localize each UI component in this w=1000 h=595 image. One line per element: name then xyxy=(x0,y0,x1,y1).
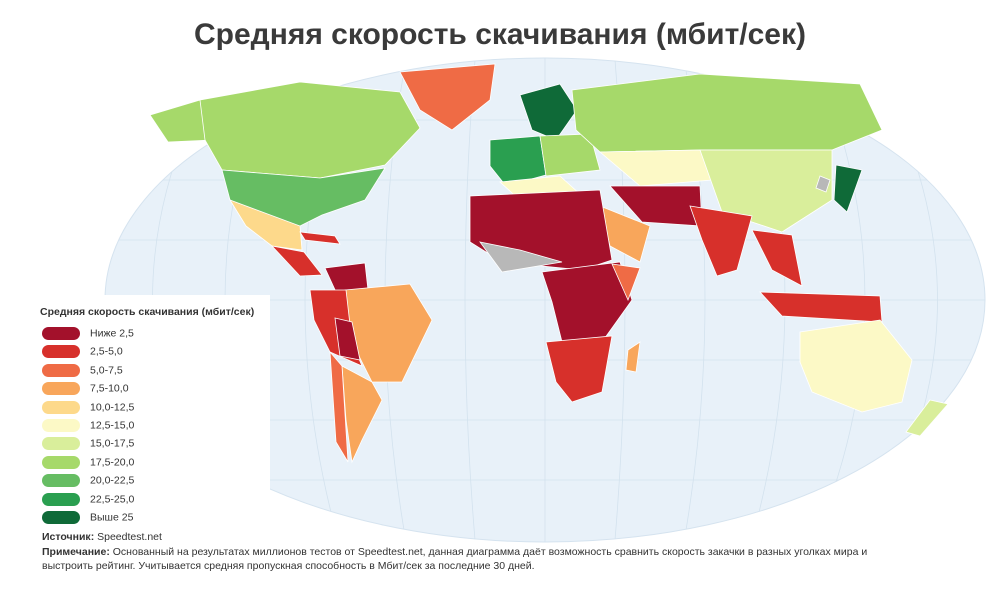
country xyxy=(479,241,563,273)
legend-swatch xyxy=(42,345,80,359)
countries xyxy=(149,63,949,464)
legend-label: 22,5-25,0 xyxy=(90,493,135,506)
legend-title: Средняя скорость скачивания (мбит/сек) xyxy=(40,306,255,318)
legend-label: 15,0-17,5 xyxy=(90,437,135,450)
legend-swatch xyxy=(42,382,80,396)
legend-swatch xyxy=(42,327,80,340)
country xyxy=(751,229,803,287)
country xyxy=(519,83,578,141)
note-line: Основанный на результатах миллионов тест… xyxy=(112,546,868,558)
country xyxy=(539,133,601,177)
legend-item: 22,5-25,0 xyxy=(42,492,135,509)
country xyxy=(199,81,421,179)
source-text: Speedtest.net xyxy=(97,531,162,543)
country xyxy=(799,319,913,413)
country xyxy=(571,73,883,153)
legend-label: 17,5-20,0 xyxy=(90,456,135,469)
legend-swatch xyxy=(42,419,80,432)
legend-swatch xyxy=(42,492,80,506)
country xyxy=(833,164,863,213)
legend: Средняя скорость скачивания (мбит/сек) Н… xyxy=(28,295,270,531)
country xyxy=(625,341,641,373)
note-line: выстроить рейтинг. Учитывается средняя п… xyxy=(42,560,535,572)
legend-swatch xyxy=(42,363,80,377)
country xyxy=(299,231,341,245)
legend-label: 2,5-5,0 xyxy=(90,345,123,358)
map-title: Средняя скорость скачивания (мбит/сек) xyxy=(193,18,806,51)
country xyxy=(341,365,383,464)
country xyxy=(611,263,641,302)
country xyxy=(270,245,323,277)
legend-label: Выше 25 xyxy=(90,511,134,524)
legend-item: 17,5-20,0 xyxy=(42,455,135,472)
legend-item: 20,0-22,5 xyxy=(42,474,134,490)
legend-label: 10,0-12,5 xyxy=(90,401,135,414)
legend-label: 5,0-7,5 xyxy=(90,364,123,377)
legend-swatch xyxy=(42,455,80,469)
legend-label: 7,5-10,0 xyxy=(90,382,129,395)
legend-swatch xyxy=(42,437,80,451)
country xyxy=(545,335,613,403)
country xyxy=(229,199,303,251)
legend-item: 5,0-7,5 xyxy=(42,363,123,380)
country xyxy=(689,205,753,277)
note: выстроить рейтинг. Учитывается средняя п… xyxy=(42,560,535,572)
country xyxy=(905,399,949,437)
source: Источник: Speedtest.net xyxy=(42,531,162,543)
country xyxy=(399,63,496,131)
legend-item: 2,5-5,0 xyxy=(42,345,123,361)
legend-swatch xyxy=(42,474,80,488)
note-label: Примечание: xyxy=(42,546,110,558)
legend-item: 10,0-12,5 xyxy=(42,400,135,417)
legend-swatch xyxy=(42,511,80,524)
legend-item: Выше 25 xyxy=(42,511,133,527)
legend-label: 12,5-15,0 xyxy=(90,419,135,432)
legend-swatch xyxy=(42,400,80,414)
note: Примечание: Основанный на результатах ми… xyxy=(42,546,867,558)
country xyxy=(815,175,831,193)
legend-item: Ниже 2,5 xyxy=(42,327,134,343)
country xyxy=(699,149,833,233)
country xyxy=(329,350,349,463)
source-label: Источник: xyxy=(42,531,95,543)
legend-item: 15,0-17,5 xyxy=(42,437,134,453)
legend-label: Ниже 2,5 xyxy=(90,327,134,340)
legend-item: 7,5-10,0 xyxy=(42,382,129,398)
country xyxy=(334,317,361,361)
legend-item: 12,5-15,0 xyxy=(42,419,134,435)
legend-label: 20,0-22,5 xyxy=(90,474,135,487)
